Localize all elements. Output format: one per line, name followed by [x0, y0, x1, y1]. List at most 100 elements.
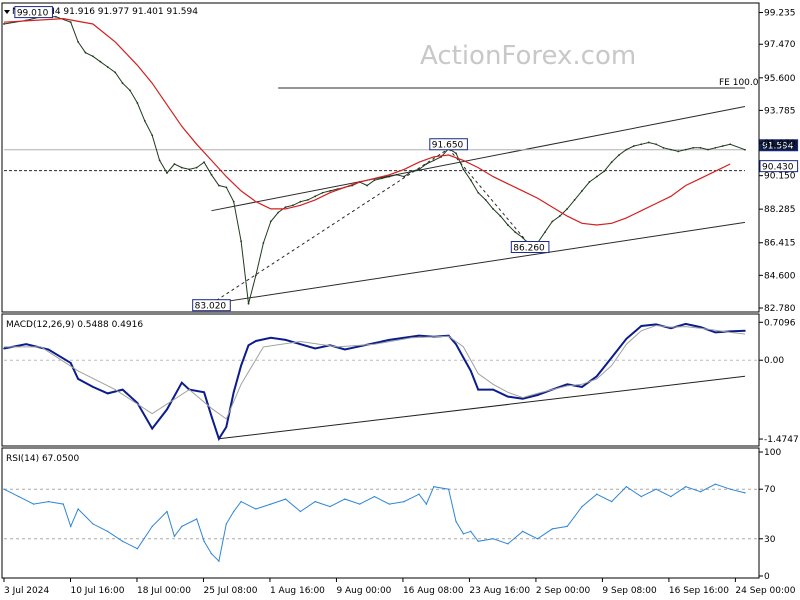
- rsi-point: [299, 510, 302, 513]
- rsi-point: [3, 488, 5, 490]
- price-point: [277, 211, 280, 214]
- symbol-menu-arrow-icon[interactable]: [4, 10, 10, 14]
- rsi-point: [121, 540, 124, 542]
- price-point: [188, 168, 191, 171]
- rsi-point: [655, 488, 657, 490]
- price-annotation-box: [759, 160, 799, 173]
- rsi-line: [3, 483, 746, 563]
- signal-line: [4, 324, 746, 420]
- price-point: [418, 168, 420, 171]
- price-point: [499, 215, 502, 217]
- macd-point: [3, 347, 5, 350]
- price-point: [54, 15, 57, 18]
- macd-point: [462, 356, 465, 359]
- macd-point: [203, 391, 205, 394]
- price-point: [573, 199, 576, 201]
- macd-point: [640, 325, 643, 327]
- macd-point: [655, 323, 657, 326]
- macd-point: [566, 383, 568, 386]
- price-point: [462, 168, 465, 171]
- rsi-point: [640, 495, 642, 498]
- price-point: [299, 200, 302, 203]
- rsi-point: [240, 500, 242, 503]
- price-point: [84, 51, 87, 54]
- price-point: [77, 41, 79, 43]
- price-point: [692, 146, 695, 149]
- price-point: [143, 120, 146, 122]
- price-axis-tick-label: 93.785: [764, 106, 796, 116]
- macd-point: [240, 364, 242, 367]
- price-point: [180, 166, 183, 169]
- price-axis-tick-label: 88.285: [764, 205, 796, 215]
- price-point: [284, 206, 287, 208]
- rsi-point: [566, 525, 568, 528]
- price-point: [581, 190, 583, 192]
- price-axis-tick-label: 97.470: [764, 40, 796, 50]
- macd-point: [225, 426, 228, 428]
- macd-title: MACD(12,26,9) 0.5488 0.4916: [6, 320, 143, 330]
- rsi-point: [77, 508, 79, 510]
- rsi-point: [92, 523, 94, 525]
- price-point: [721, 145, 724, 147]
- price-point: [647, 141, 650, 144]
- rsi-point: [522, 530, 524, 533]
- price-annotation: 83.020: [192, 299, 231, 312]
- projection-dashed-line: [211, 148, 449, 305]
- price-point: [99, 60, 102, 63]
- macd-point: [181, 381, 183, 384]
- price-annotation-box: [14, 6, 53, 19]
- macd-point: [596, 375, 598, 378]
- price-annotation: 99.010: [14, 6, 53, 19]
- price-point: [92, 55, 94, 58]
- price-point: [210, 173, 213, 176]
- price-point: [225, 186, 228, 189]
- price-point: [121, 82, 124, 85]
- price-point: [469, 179, 472, 182]
- price-annotation-box: [510, 241, 550, 254]
- x-axis-tick-label: 16 Sep 16:00: [669, 586, 729, 596]
- rsi-point: [744, 492, 746, 494]
- price-point: [151, 134, 154, 137]
- price-point: [292, 204, 294, 207]
- price-point: [395, 173, 398, 176]
- rsi-point: [151, 525, 153, 528]
- macd-point: [92, 386, 94, 388]
- price-axis-tick-label: 82.780: [764, 304, 796, 314]
- rsi-panel-frame: [1, 447, 760, 579]
- price-point: [381, 177, 383, 180]
- macd-point: [77, 378, 79, 380]
- rsi-point: [403, 500, 405, 503]
- rsi-layer: [3, 483, 759, 563]
- price-point: [632, 145, 635, 147]
- rsi-axis-tick-label: 30: [764, 535, 776, 545]
- macd-point: [684, 323, 687, 325]
- macd-point: [218, 437, 220, 440]
- rsi-point: [32, 503, 35, 505]
- macd-point: [373, 342, 376, 344]
- rsi-point: [329, 505, 331, 508]
- macd-point: [210, 415, 213, 418]
- macd-point: [232, 391, 235, 394]
- rsi-point: [670, 495, 672, 498]
- price-point: [514, 231, 517, 234]
- rsi-axis-tick-label: 0: [764, 572, 770, 582]
- macd-trend-line: [218, 375, 746, 440]
- price-point: [425, 163, 428, 165]
- macd-axis-tick-label: 0.7096: [764, 318, 796, 328]
- macd-point: [255, 340, 257, 342]
- price-axis-tick-label: 91.970: [764, 139, 796, 149]
- price-point: [729, 143, 732, 146]
- rsi-point: [492, 538, 494, 540]
- price-point: [232, 200, 235, 203]
- rsi-point: [418, 493, 420, 495]
- price-point: [114, 71, 117, 74]
- rsi-point: [62, 503, 64, 505]
- moving-average-line: [3, 17, 731, 226]
- price-point: [484, 199, 487, 201]
- rsi-point: [195, 518, 198, 520]
- price-point: [240, 240, 243, 243]
- rsi-point: [18, 495, 20, 498]
- rsi-point: [685, 486, 687, 488]
- rsi-point: [358, 503, 361, 505]
- price-point: [306, 199, 309, 201]
